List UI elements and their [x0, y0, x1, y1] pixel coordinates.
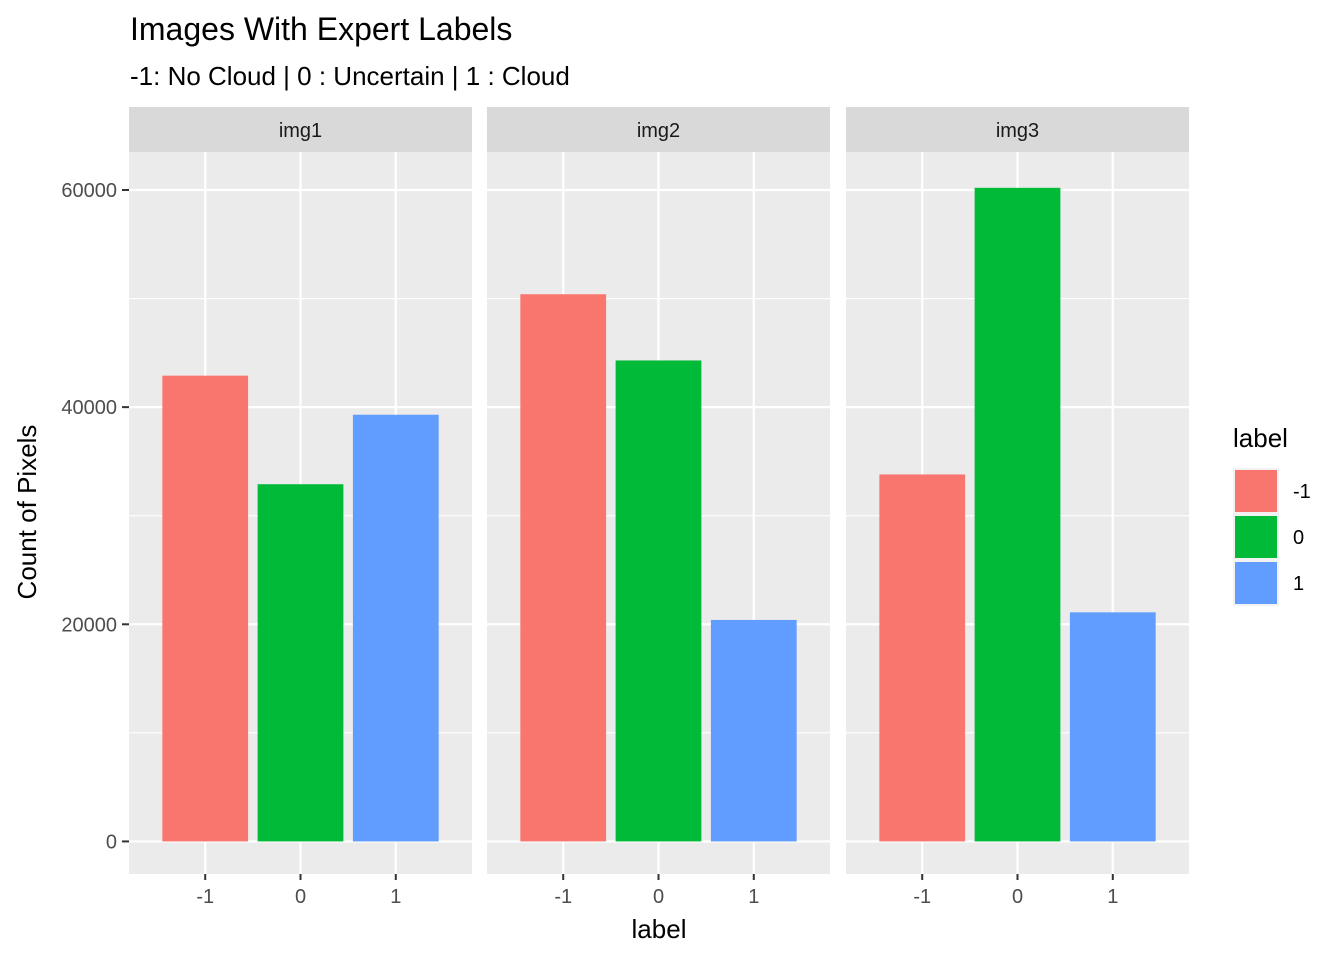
facet-strip [487, 107, 830, 152]
legend-title: label [1233, 423, 1288, 453]
x-tick-label: 0 [295, 886, 306, 908]
bar-img3-label--1 [879, 474, 966, 842]
facet-strip-label: img1 [279, 120, 322, 142]
facet-strip [846, 107, 1189, 152]
legend: label -1 0 1 [1233, 423, 1311, 606]
bar-img3-label-1 [1069, 612, 1156, 842]
y-axis-title: Count of Pixels [12, 425, 42, 600]
facet-strip-label: img3 [996, 120, 1039, 142]
y-tick-label: 0 [106, 831, 117, 853]
facet-strip-label: img2 [637, 120, 680, 142]
x-tick-label: -1 [196, 886, 214, 908]
facet-panels: img1 -1 0 1 img2 -1 0 1 img3 -1 0 1 [129, 107, 1189, 908]
y-tick-label: 40000 [61, 397, 117, 419]
x-axis-title: label [632, 914, 687, 944]
legend-swatch--1 [1235, 470, 1277, 512]
legend-label-0: 0 [1293, 527, 1304, 549]
bar-img1-label-1 [352, 414, 439, 842]
legend-swatch-1 [1235, 562, 1277, 604]
y-axis: 0 20000 40000 60000 [61, 180, 129, 853]
bar-img1-label-0 [257, 484, 344, 842]
x-tick-label: 1 [1107, 886, 1118, 908]
bar-img2-label--1 [520, 294, 607, 842]
facet-panel-img3: img3 -1 0 1 [846, 107, 1189, 908]
x-tick-label: 1 [748, 886, 759, 908]
legend-label--1: -1 [1293, 481, 1311, 503]
bar-img1-label--1 [162, 375, 249, 842]
facet-panel-img1: img1 -1 0 1 [129, 107, 472, 908]
facet-panel-img2: img2 -1 0 1 [487, 107, 830, 908]
bar-img3-label-0 [974, 187, 1061, 842]
facet-strip [129, 107, 472, 152]
x-tick-label: 0 [653, 886, 664, 908]
chart-subtitle: -1: No Cloud | 0 : Uncertain | 1 : Cloud [130, 61, 570, 91]
bar-img2-label-1 [710, 619, 797, 842]
legend-swatch-0 [1235, 516, 1277, 558]
x-tick-label: -1 [913, 886, 931, 908]
x-tick-label: 1 [390, 886, 401, 908]
y-tick-label: 60000 [61, 180, 117, 202]
x-tick-label: 0 [1012, 886, 1023, 908]
x-tick-label: -1 [554, 886, 572, 908]
legend-label-1: 1 [1293, 573, 1304, 595]
chart-title: Images With Expert Labels [130, 11, 512, 47]
bar-img2-label-0 [615, 360, 702, 842]
y-tick-label: 20000 [61, 614, 117, 636]
